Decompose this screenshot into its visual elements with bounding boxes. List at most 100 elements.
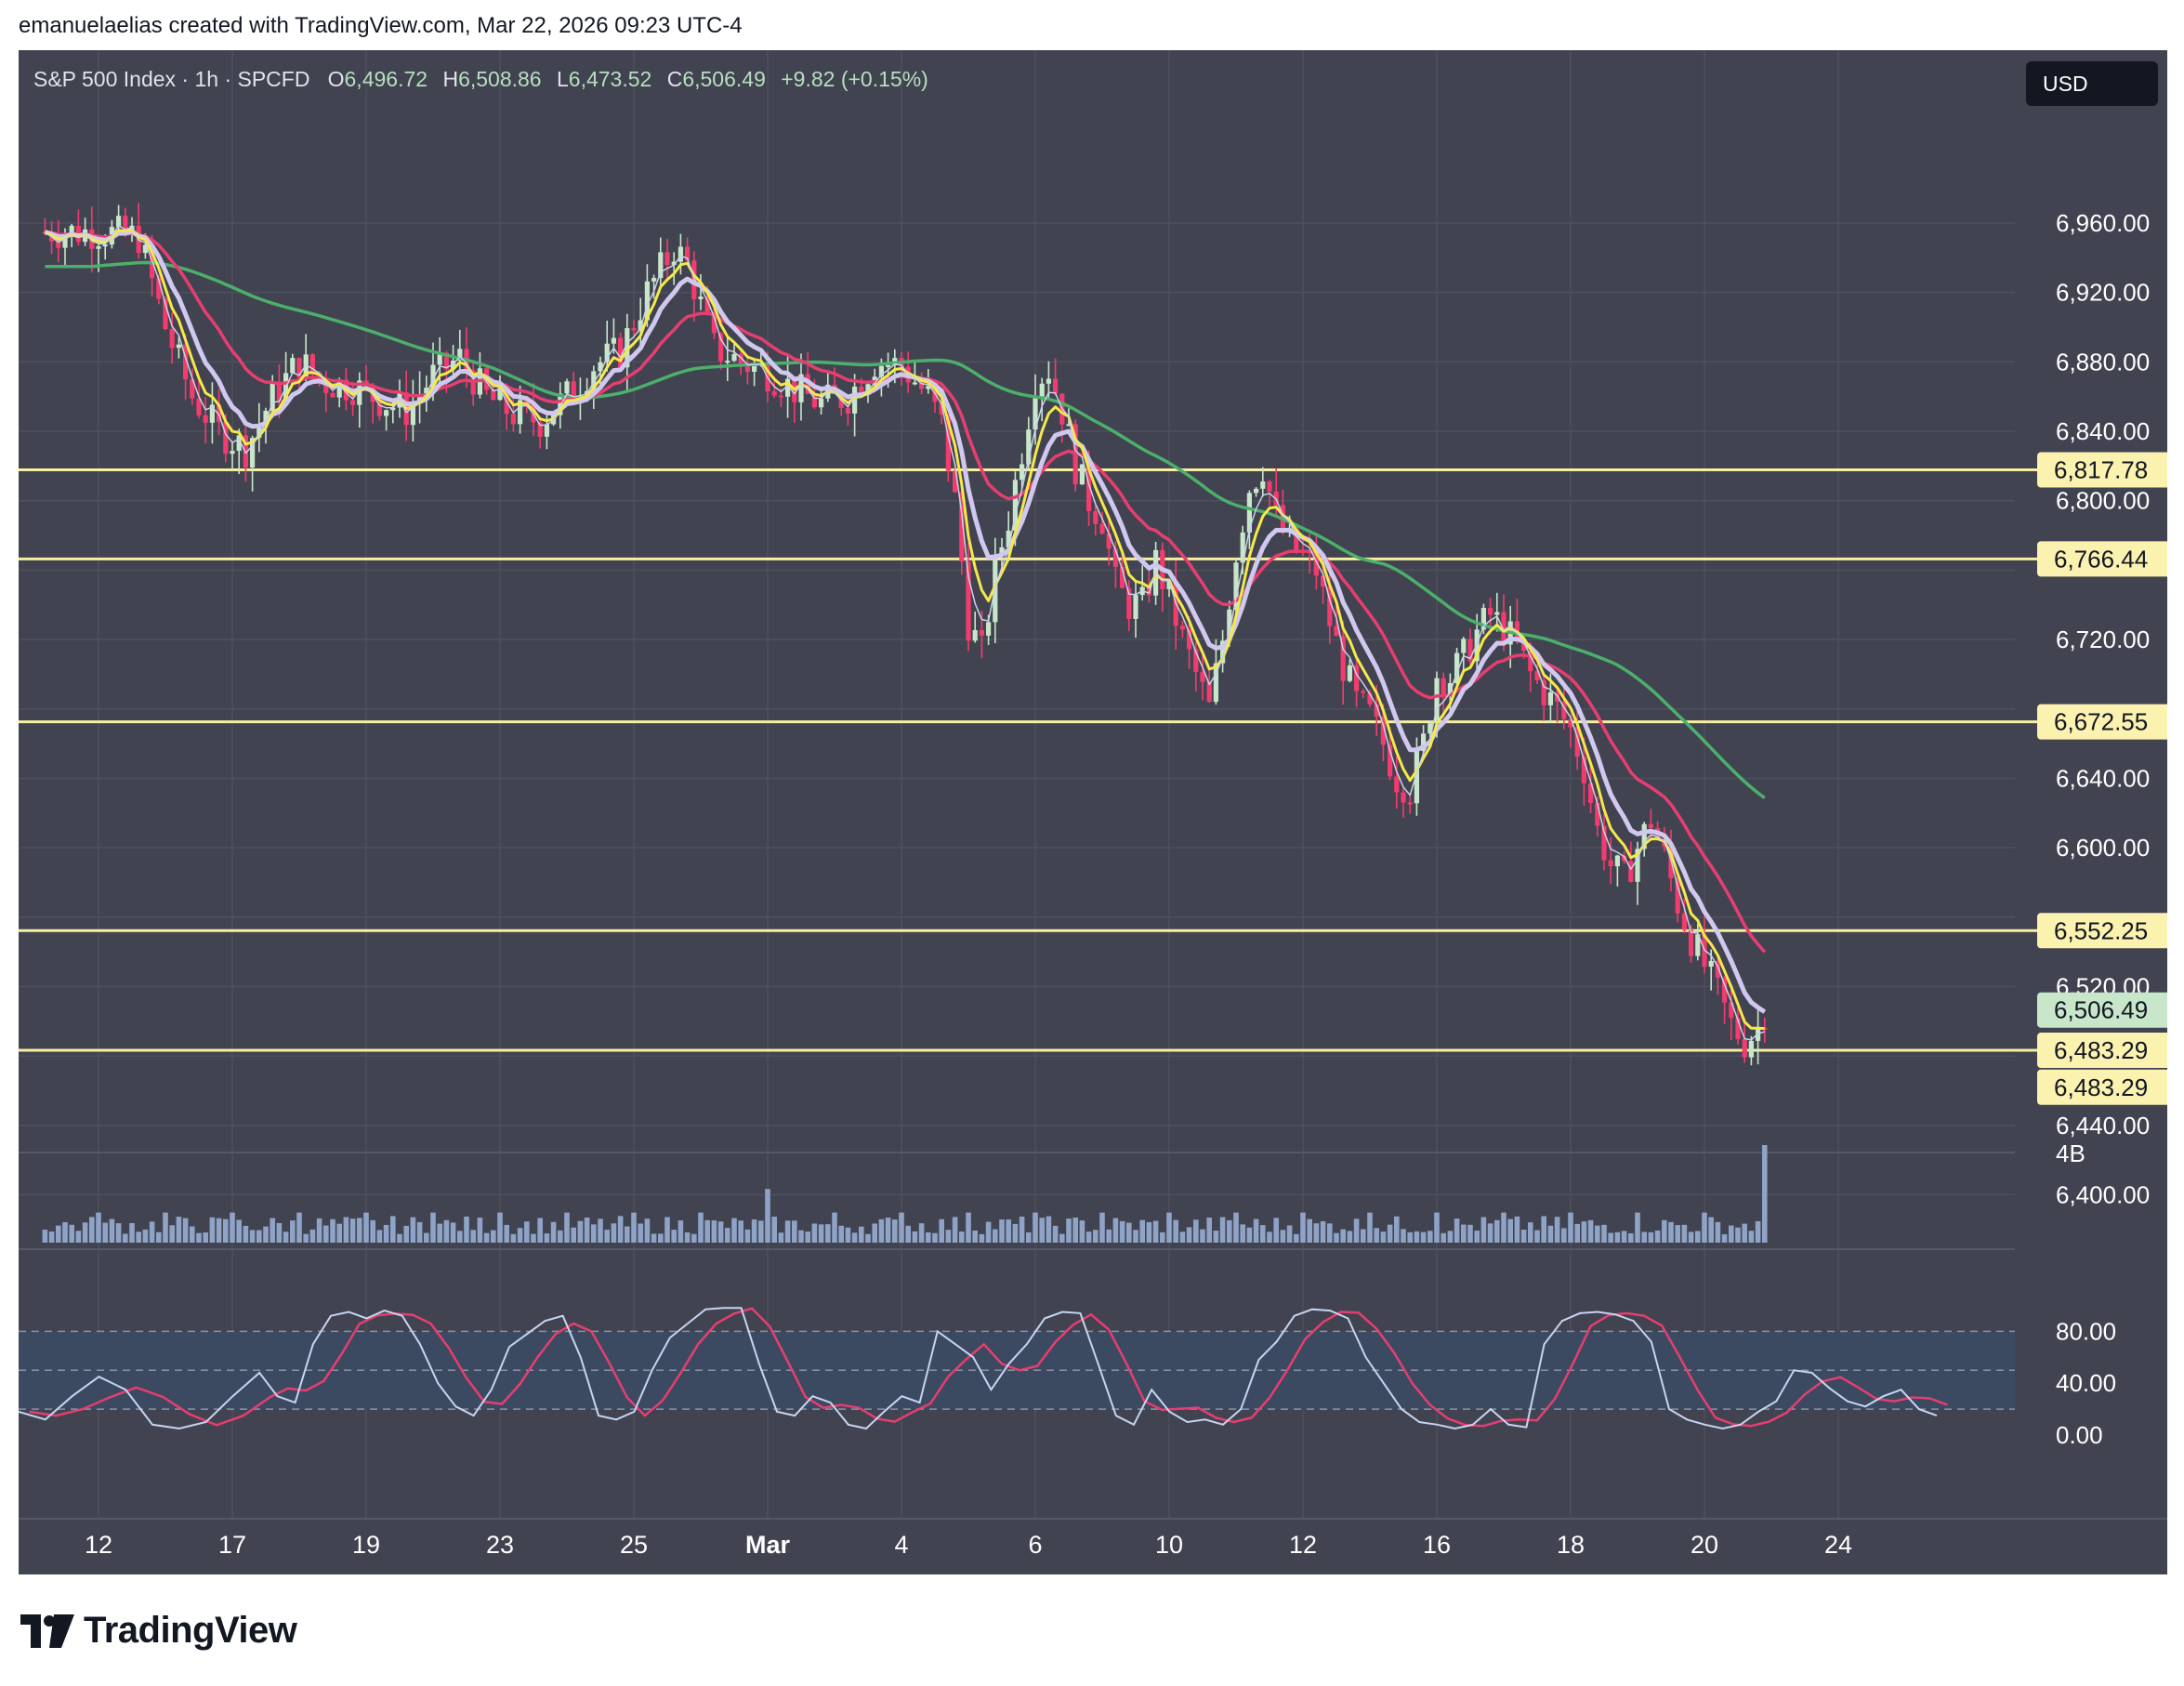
volume-bar	[531, 1233, 536, 1243]
volume-bar	[838, 1225, 844, 1243]
volume-bar	[343, 1217, 349, 1243]
volume-bar	[115, 1223, 122, 1243]
candle-down	[1099, 523, 1105, 534]
volume-bar	[416, 1221, 423, 1243]
volume-bars	[42, 1145, 1768, 1243]
volume-bar	[1313, 1223, 1320, 1243]
candle-down	[1126, 587, 1132, 619]
candle-up	[1421, 733, 1427, 751]
candle-up	[1480, 607, 1486, 630]
candle-up	[598, 362, 603, 372]
candle-down	[163, 298, 168, 330]
volume-bar	[1240, 1224, 1245, 1243]
candle-down	[443, 352, 449, 370]
low-value: 6,473.52	[568, 67, 652, 91]
volume-axis-label: 4B	[2056, 1139, 2085, 1167]
volume-bar	[1033, 1212, 1038, 1243]
candle-up	[142, 244, 148, 254]
volume-bar	[517, 1228, 523, 1243]
candle-down	[1568, 718, 1573, 728]
chart-frame[interactable]: 6,960.00 6,920.00 6,880.00 6,840.00 6,800.00…	[19, 50, 2167, 1574]
volume-bar	[1648, 1232, 1654, 1243]
volume-bar	[537, 1218, 543, 1243]
volume-bar	[1427, 1231, 1433, 1243]
volume-bar	[1494, 1219, 1500, 1243]
candle-down	[309, 354, 315, 373]
volume-bar	[1461, 1224, 1467, 1243]
volume-bar	[330, 1218, 335, 1243]
volume-bar	[784, 1220, 791, 1243]
volume-bar	[75, 1231, 82, 1243]
volume-bar	[1641, 1232, 1647, 1243]
candle-up	[1641, 823, 1647, 850]
volume-bar	[1085, 1232, 1092, 1243]
candle-down	[618, 337, 624, 368]
volume-bar	[811, 1223, 818, 1243]
volume-bar	[604, 1230, 610, 1243]
high-label: H	[442, 67, 459, 91]
volume-bar	[1681, 1224, 1688, 1243]
volume-bar	[1380, 1232, 1387, 1243]
price-axis[interactable]: 6,960.00 6,920.00 6,880.00 6,840.00 6,800.00…	[2056, 209, 2150, 1449]
volume-bar	[899, 1212, 904, 1243]
candle-up	[1039, 383, 1045, 399]
candle-down	[738, 353, 743, 363]
candle-up	[1254, 488, 1259, 494]
volume-bar	[1528, 1222, 1533, 1243]
candle-down	[1521, 639, 1527, 652]
candle-down	[1053, 378, 1059, 394]
tradingview-logo[interactable]: TradingView	[20, 1610, 297, 1652]
chart-canvas[interactable]: 6,960.00 6,920.00 6,880.00 6,840.00 6,800.00…	[19, 50, 2167, 1574]
volume-bar	[216, 1218, 222, 1243]
candle-down	[1735, 1018, 1741, 1040]
volume-bar	[89, 1217, 95, 1243]
candle-up	[1233, 562, 1239, 610]
volume-bar	[1039, 1218, 1045, 1243]
candle-down	[939, 402, 944, 415]
volume-bar	[397, 1233, 402, 1243]
volume-bar	[243, 1225, 249, 1243]
symbol-legend[interactable]: S&P 500 Index · 1h · SPCFD O6,496.72 H6,…	[33, 67, 928, 92]
volume-bar	[1554, 1217, 1560, 1243]
candle-up	[1246, 493, 1252, 533]
price-tick-label: 6,640.00	[2056, 764, 2150, 792]
volume-bar	[136, 1232, 141, 1243]
open-label: O	[327, 67, 345, 91]
volume-bar	[276, 1222, 283, 1243]
candle-down	[537, 422, 543, 437]
volume-bar	[464, 1216, 469, 1243]
volume-bar	[257, 1230, 262, 1243]
candle-down	[1729, 1002, 1734, 1019]
volume-bar	[376, 1230, 383, 1243]
volume-bar	[731, 1218, 737, 1243]
volume-bar	[1735, 1227, 1741, 1243]
candle-down	[1120, 566, 1125, 588]
volume-bar	[1079, 1220, 1085, 1243]
candle-up	[852, 387, 858, 414]
candle-up	[430, 364, 436, 389]
level-price-tag-bg	[2037, 913, 2167, 949]
candle-up	[1240, 532, 1245, 563]
time-axis[interactable]: 12 17 19 23 25 Mar 4 6 10 12 16 18 20 24	[85, 1531, 1852, 1559]
candle-up	[1213, 663, 1218, 703]
volume-bar	[1668, 1221, 1674, 1243]
volume-bar	[450, 1222, 456, 1243]
level-price-tag: 6,672.55	[2054, 708, 2148, 736]
volume-bar	[1219, 1217, 1226, 1243]
time-tick-label: 19	[352, 1531, 380, 1559]
level-price-tag: 6,483.29	[2054, 1074, 2148, 1101]
candle-down	[376, 402, 382, 416]
volume-bar	[638, 1223, 643, 1243]
candle-down	[744, 362, 750, 373]
candle-up	[785, 378, 791, 397]
volume-bar	[1447, 1231, 1454, 1243]
volume-bar	[176, 1217, 182, 1243]
currency-button[interactable]: USD	[2026, 61, 2158, 106]
candle-down	[123, 216, 128, 234]
volume-bar	[1347, 1231, 1353, 1243]
volume-bar	[885, 1218, 891, 1243]
price-tick-label: 6,840.00	[2056, 417, 2150, 445]
stochastic-d-line	[29, 1307, 1948, 1428]
sma-green-line	[45, 260, 1766, 799]
level-price-tag-bg	[2037, 541, 2167, 577]
